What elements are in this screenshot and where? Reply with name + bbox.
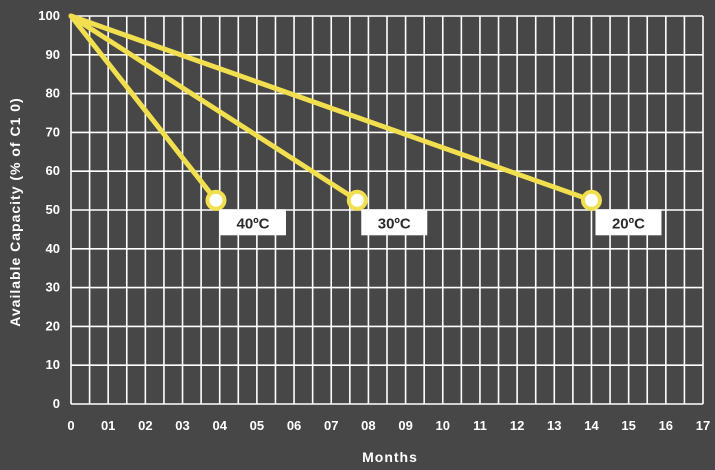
- x-tick-label: 05: [250, 418, 264, 433]
- y-axis-ticks: 0 10 20 30 40 50 60 70 80 90 100: [38, 8, 60, 411]
- series-label-0: 40ºC: [236, 215, 269, 232]
- series-lines: 40ºC 30ºC 20ºC: [68, 13, 662, 236]
- series-line-0: [68, 13, 219, 203]
- x-tick-label: 10: [436, 418, 450, 433]
- x-tick-label: 17: [696, 418, 710, 433]
- y-tick-label: 80: [46, 86, 60, 101]
- series-line-1: [68, 13, 360, 203]
- y-tick-label: 30: [46, 280, 60, 295]
- y-tick-label: 70: [46, 124, 60, 139]
- x-tick-label: 08: [361, 418, 375, 433]
- series-label-1: 30ºC: [378, 215, 411, 232]
- x-tick-label: 12: [510, 418, 524, 433]
- y-tick-label: 60: [46, 163, 60, 178]
- y-axis-title: Available Capacity (% of C1 0): [7, 97, 23, 326]
- x-tick-label: 16: [659, 418, 673, 433]
- series-label-2: 20ºC: [612, 215, 645, 232]
- series-endpoint-2: [580, 189, 602, 211]
- x-tick-label: 0: [67, 418, 74, 433]
- series-label-box-1: [361, 209, 428, 236]
- y-tick-label: 90: [46, 47, 60, 62]
- x-tick-label: 03: [175, 418, 189, 433]
- series-line-2: [68, 13, 594, 203]
- x-tick-label: 04: [212, 418, 227, 433]
- x-axis-ticks: 0 01 02 03 04 05 06 07 08 09 10 11 12 13 14 15 16 17: [67, 418, 710, 433]
- series-endpoint-1: [346, 189, 368, 211]
- y-tick-label: 100: [38, 8, 60, 23]
- y-tick-label: 0: [53, 396, 60, 411]
- x-tick-label: 11: [473, 418, 487, 433]
- y-tick-label: 40: [46, 241, 60, 256]
- x-tick-label: 06: [287, 418, 301, 433]
- y-tick-label: 20: [46, 318, 60, 333]
- x-tick-label: 09: [398, 418, 412, 433]
- y-tick-label: 50: [46, 202, 60, 217]
- series-label-box-2: [595, 209, 662, 236]
- x-tick-label: 07: [324, 418, 338, 433]
- series-endpoint-0: [205, 189, 227, 211]
- x-axis-title: Months: [362, 449, 418, 465]
- y-tick-label: 10: [46, 357, 60, 372]
- series-label-box-0: [219, 209, 286, 236]
- x-tick-label: 15: [621, 418, 635, 433]
- x-tick-label: 14: [584, 418, 599, 433]
- x-tick-label: 13: [547, 418, 561, 433]
- x-tick-label: 02: [138, 418, 152, 433]
- x-tick-label: 01: [101, 418, 115, 433]
